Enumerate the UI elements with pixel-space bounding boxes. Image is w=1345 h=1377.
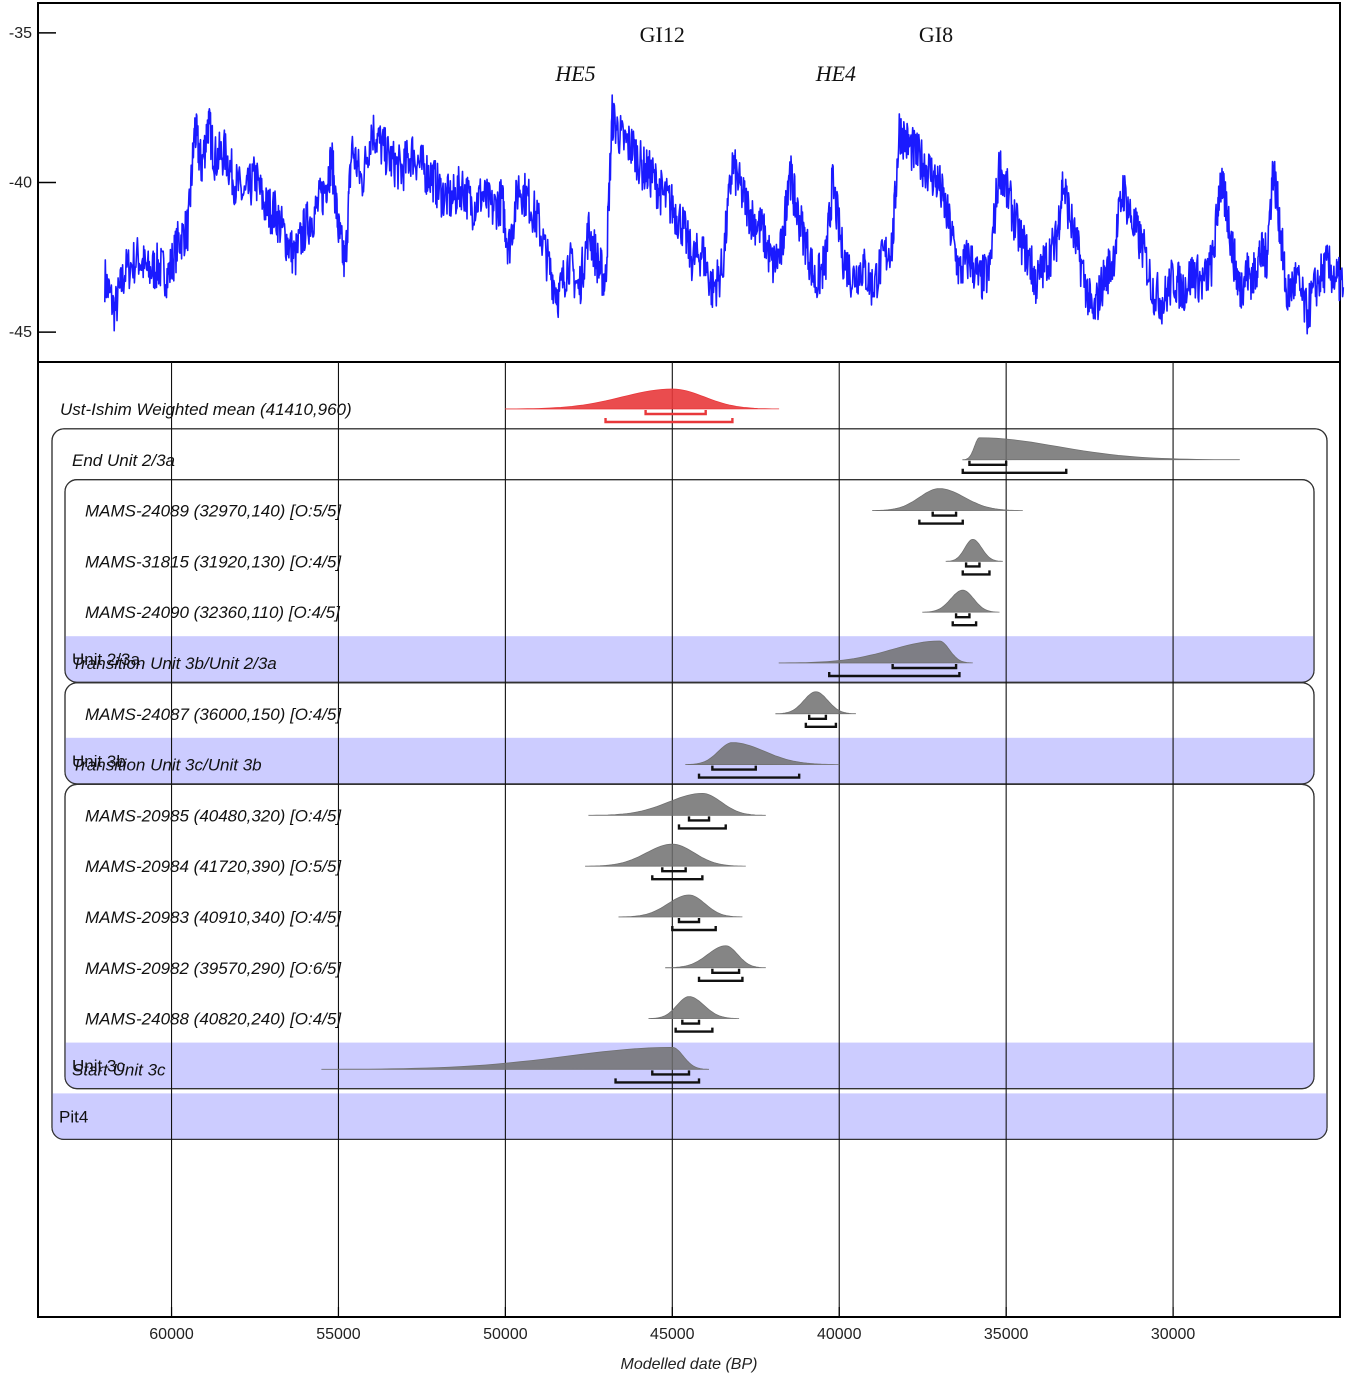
posterior-distribution bbox=[775, 691, 856, 715]
posterior-distribution bbox=[945, 538, 1003, 562]
event-label-gi12: GI12 bbox=[640, 22, 685, 47]
range-bar-68 bbox=[891, 664, 958, 670]
range-bar-95 bbox=[677, 824, 727, 830]
x-tick-label: 30000 bbox=[1151, 1326, 1196, 1343]
group-band bbox=[52, 1093, 1327, 1140]
posterior-distribution bbox=[665, 945, 766, 969]
x-tick-label: 40000 bbox=[817, 1326, 862, 1343]
row-label: MAMS-31815 (31920,130) [O:4/5] bbox=[85, 552, 342, 571]
x-tick-label: 35000 bbox=[984, 1326, 1029, 1343]
range-bar-68 bbox=[711, 968, 741, 974]
isotope-curve bbox=[104, 94, 1345, 335]
range-bar-68 bbox=[651, 1070, 691, 1076]
posterior-distribution bbox=[505, 388, 780, 410]
posterior-distribution bbox=[778, 640, 973, 664]
range-bar-95 bbox=[671, 926, 717, 932]
range-bar-95 bbox=[961, 570, 991, 576]
x-tick-label: 50000 bbox=[483, 1326, 528, 1343]
posterior-distribution bbox=[685, 742, 840, 766]
range-bar-95 bbox=[918, 519, 964, 525]
posterior-distribution bbox=[585, 843, 746, 867]
range-bar-68 bbox=[711, 765, 757, 771]
range-bar-68 bbox=[931, 511, 958, 517]
event-label-he4: HE4 bbox=[815, 61, 856, 86]
group-box-outline bbox=[51, 428, 1328, 1140]
event-label-he5: HE5 bbox=[554, 61, 595, 86]
range-bar-68 bbox=[677, 918, 701, 924]
x-tick-label: 45000 bbox=[650, 1326, 695, 1343]
posterior-distribution bbox=[872, 488, 1023, 512]
row-label: MAMS-24090 (32360,110) [O:4/5] bbox=[85, 603, 341, 622]
oxcal-frame bbox=[37, 361, 1341, 1318]
range-bar-68 bbox=[644, 410, 707, 416]
y-tick-label: -45 bbox=[9, 324, 32, 341]
range-bar-95 bbox=[674, 1027, 714, 1033]
range-bar-68 bbox=[964, 562, 981, 568]
range-bar-68 bbox=[681, 1019, 701, 1025]
group-label: Unit 3b bbox=[72, 752, 126, 771]
range-bar-95 bbox=[961, 468, 1068, 474]
posterior-distribution bbox=[618, 894, 743, 918]
group-box-outline bbox=[64, 783, 1315, 1090]
row-label: MAMS-20985 (40480,320) [O:4/5] bbox=[85, 806, 342, 825]
y-tick-label: -35 bbox=[9, 25, 32, 42]
range-bar-95 bbox=[697, 976, 744, 982]
range-bar-95 bbox=[697, 773, 801, 779]
posterior-distribution bbox=[962, 437, 1240, 461]
row-label: Transition Unit 3b/Unit 2/3a bbox=[72, 654, 277, 673]
row-label: Ust-Ishim Weighted mean (41410,960) bbox=[60, 400, 352, 419]
row-label: Transition Unit 3c/Unit 3b bbox=[72, 756, 262, 775]
range-bar-95 bbox=[614, 1078, 701, 1084]
row-label: MAMS-24088 (40820,240) [O:4/5] bbox=[85, 1010, 342, 1029]
row-label: MAMS-20983 (40910,340) [O:4/5] bbox=[85, 908, 342, 927]
group-label: Unit 2/3a bbox=[72, 650, 141, 669]
row-label: MAMS-24087 (36000,150) [O:4/5] bbox=[85, 705, 342, 724]
range-bar-68 bbox=[661, 867, 687, 873]
row-label: MAMS-20984 (41720,390) [O:5/5] bbox=[85, 857, 342, 876]
posterior-distribution bbox=[922, 589, 1000, 613]
oxcal-panel: Pit4 Unit 2/3a Unit 3b Unit 3c 60000 55000 500… bbox=[37, 361, 1341, 1343]
row-label: MAMS-24089 (32970,140) [O:5/5] bbox=[85, 502, 342, 521]
x-tick-label: 60000 bbox=[149, 1326, 194, 1343]
range-bar-68 bbox=[807, 714, 828, 720]
y-tick-label: -40 bbox=[9, 175, 32, 192]
posterior-distribution bbox=[588, 792, 766, 816]
range-bar-68 bbox=[968, 460, 1008, 466]
group-label: Unit 3c bbox=[72, 1057, 125, 1076]
row-label: MAMS-20982 (39570,290) [O:6/5] bbox=[85, 959, 342, 978]
range-bar-95 bbox=[604, 418, 734, 424]
range-bar-95 bbox=[804, 722, 838, 728]
group-band bbox=[65, 737, 1314, 784]
range-bar-68 bbox=[687, 816, 711, 822]
x-tick-label: 55000 bbox=[316, 1326, 361, 1343]
group-box-outline bbox=[64, 682, 1315, 785]
row-label: End Unit 2/3a bbox=[72, 451, 175, 470]
range-bar-95 bbox=[651, 875, 704, 881]
range-bar-95 bbox=[828, 672, 961, 678]
posterior-distribution bbox=[321, 1046, 710, 1070]
row-label: Start Unit 3c bbox=[72, 1060, 166, 1079]
isotope-panel: -35 -40 -45 GI12 HE5 GI8 HE4 bbox=[9, 2, 1345, 363]
posterior-distribution bbox=[648, 996, 740, 1020]
event-label-gi8: GI8 bbox=[919, 22, 953, 47]
group-band bbox=[65, 636, 1314, 683]
group-label: Pit4 bbox=[59, 1107, 88, 1126]
range-bar-95 bbox=[951, 621, 978, 627]
x-axis-title: Modelled date (BP) bbox=[621, 1356, 758, 1373]
range-bar-68 bbox=[954, 613, 971, 619]
